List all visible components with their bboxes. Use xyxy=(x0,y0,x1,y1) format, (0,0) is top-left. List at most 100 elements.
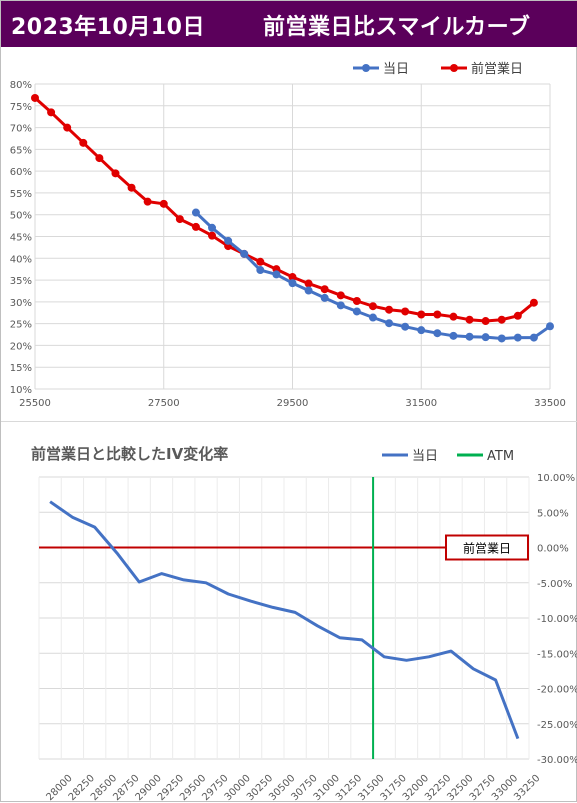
section-divider xyxy=(1,421,577,422)
chart1-data-point xyxy=(256,257,265,266)
chart1-data-point xyxy=(497,334,506,343)
chart1-data-point xyxy=(31,93,39,102)
chart1-data-point xyxy=(352,296,361,305)
chart2-y-tick-label: 0.00% xyxy=(537,544,569,555)
chart2-series-line xyxy=(49,500,520,740)
header-bar: 2023年10月10日 前営業日比スマイルカーブ xyxy=(1,1,577,47)
chart1-y-tick-label: 15% xyxy=(10,363,32,374)
chart1-data-point xyxy=(513,333,522,342)
chart2-y-tick-label: -30.00% xyxy=(537,755,577,766)
chart2-x-ticks: 2800028250285002875029000292502950029750… xyxy=(44,773,542,803)
chart1-grid xyxy=(34,83,551,390)
chart1-data-point xyxy=(175,215,184,224)
chart1-data-point xyxy=(304,279,313,288)
chart1-y-tick-label: 75% xyxy=(10,102,32,113)
chart1-data-point xyxy=(368,302,377,311)
chart1-data-point xyxy=(288,273,297,282)
chart1-data-point xyxy=(401,322,410,331)
chart1-y-tick-label: 80% xyxy=(10,80,32,91)
smile-curve-chart: 10% 15% 20% 25% 30% 35% 40% 45% 50% 55% 60% 65% 70% 7… xyxy=(10,61,566,409)
chart1-data-point xyxy=(127,183,136,192)
chart1-data-point xyxy=(79,138,88,147)
chart1-data-point xyxy=(513,311,522,320)
chart1-data-point xyxy=(368,313,377,322)
chart1-y-tick-label: 10% xyxy=(10,385,32,396)
chart1-data-point xyxy=(336,301,345,310)
chart1-data-point xyxy=(95,154,104,163)
chart1-data-point xyxy=(304,286,313,295)
chart1-legend-label: 前営業日 xyxy=(471,61,523,77)
chart1-y-tick-label: 70% xyxy=(10,124,32,135)
chart2-title: 前営業日と比較したIV変化率 xyxy=(31,445,228,463)
chart1-y-tick-label: 20% xyxy=(10,341,32,352)
report-date-title: 2023年10月10日 xyxy=(11,15,205,40)
chart1-data-point xyxy=(481,333,490,342)
chart1-data-point xyxy=(63,123,72,132)
chart2-y-tick-label: -20.00% xyxy=(537,685,577,696)
chart1-data-point xyxy=(385,305,394,314)
chart1-x-ticks: 25500 27500 29500 31500 33500 xyxy=(19,398,566,409)
chart1-y-tick-label: 65% xyxy=(10,145,32,156)
chart1-x-tick-label: 31500 xyxy=(405,398,437,409)
chart2-legend: 当日 ATM xyxy=(382,449,514,464)
chart2-legend-atm-label: ATM xyxy=(487,449,514,464)
chart2-y-tick-label: -15.00% xyxy=(537,649,577,660)
chart1-series-line xyxy=(34,96,535,323)
chart1-data-point xyxy=(111,169,120,178)
chart1-data-point xyxy=(433,329,442,338)
chart1-data-point xyxy=(240,249,249,258)
chart1-data-point xyxy=(529,333,538,342)
chart1-legend-marker xyxy=(362,64,370,72)
chart1-data-point xyxy=(320,285,329,294)
chart1-data-point xyxy=(352,307,361,316)
chart2-grid xyxy=(38,476,530,760)
chart1-y-tick-label: 60% xyxy=(10,167,32,178)
chart2-y-tick-label: 10.00% xyxy=(537,473,575,484)
chart1-y-ticks: 10% 15% 20% 25% 30% 35% 40% 45% 50% 55% 60% 65% 70% 7… xyxy=(10,80,32,396)
chart1-data-point xyxy=(256,266,265,275)
chart1-data-point xyxy=(401,307,410,316)
chart1-x-tick-label: 29500 xyxy=(277,398,309,409)
chart1-data-point xyxy=(433,310,442,319)
chart1-data-point xyxy=(208,223,217,232)
chart1-data-point xyxy=(143,197,152,206)
chart2-y-ticks: 10.00% 5.00% 0.00% -5.00% -10.00% -15.00% -20.… xyxy=(537,473,577,766)
chart1-data-point xyxy=(272,270,281,279)
chart1-y-tick-label: 30% xyxy=(10,298,32,309)
chart1-y-tick-label: 50% xyxy=(10,211,32,222)
chart2-y-tick-label: -10.00% xyxy=(537,614,577,625)
chart1-y-tick-label: 40% xyxy=(10,254,32,265)
chart1-x-tick-label: 33500 xyxy=(534,398,566,409)
chart1-series xyxy=(31,93,554,343)
chart1-data-point xyxy=(481,317,490,326)
chart1-y-tick-label: 45% xyxy=(10,233,32,244)
chart1-data-point xyxy=(191,222,200,231)
chart1-data-point xyxy=(47,108,56,117)
chart1-data-point xyxy=(417,310,426,319)
chart1-data-point xyxy=(546,322,554,331)
chart1-y-tick-label: 35% xyxy=(10,276,32,287)
chart2-reference-label: 前営業日 xyxy=(463,541,511,556)
chart1-data-point xyxy=(529,298,538,307)
chart1-data-point xyxy=(497,315,506,324)
chart1-legend-label: 当日 xyxy=(383,62,409,77)
chart1-data-point xyxy=(320,293,329,302)
chart1-legend: 当日 前営業日 xyxy=(353,61,523,77)
chart2-reference-label-box xyxy=(445,534,529,561)
chart1-data-point xyxy=(385,319,394,328)
chart2-y-tick-label: -25.00% xyxy=(537,720,577,731)
chart1-data-point xyxy=(208,231,217,240)
chart2-y-tick-label: -5.00% xyxy=(537,579,572,590)
chart1-data-point xyxy=(288,279,297,288)
chart1-data-point xyxy=(159,199,168,208)
chart1-data-point xyxy=(449,312,458,321)
chart2-legend-label: 当日 xyxy=(412,449,438,464)
chart2-y-tick-label: 5.00% xyxy=(537,508,569,519)
chart1-y-tick-label: 25% xyxy=(10,320,32,331)
report-subtitle: 前営業日比スマイルカーブ xyxy=(263,15,531,40)
chart1-data-point xyxy=(336,291,345,300)
chart1-data-point xyxy=(465,332,474,341)
chart1-legend-marker xyxy=(450,64,458,72)
chart1-data-point xyxy=(449,331,458,340)
